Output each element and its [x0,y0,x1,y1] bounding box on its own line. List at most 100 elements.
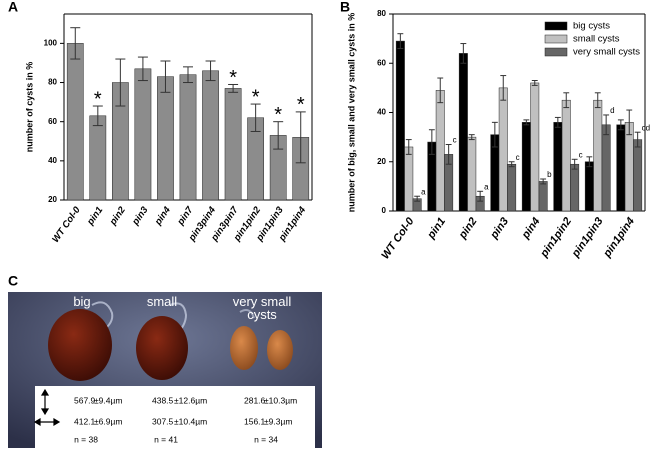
y-tick-label: 100 [44,38,58,47]
annotation: * [229,67,237,89]
bar [601,124,611,212]
error-bar [405,139,412,155]
error-bar [500,75,507,101]
legend-label: small cysts [573,34,620,45]
bar [561,99,571,212]
photo-label: very small cysts [233,294,292,322]
measure-cell: 567.9 [74,395,96,405]
measure-cell: ±9.3µm [264,416,292,426]
annotation: cd [642,123,650,132]
sample-size: n = 38 [74,434,98,444]
bar [553,122,563,212]
error-bar [586,156,593,168]
measure-table [35,386,315,448]
y-axis-label: number of cysts in % [24,62,34,153]
error-bar [273,121,284,150]
measure-cell: 307.5 [152,416,174,426]
x-tick-label: WT Col-0 [50,204,83,245]
measure-cell: ±12.6µm [174,395,207,405]
bar [404,146,414,212]
error-bar [397,33,404,49]
bar [538,181,548,212]
y-tick-label: 80 [377,9,386,18]
error-bar [70,27,81,60]
y-tick-label: 40 [377,108,386,117]
measure-cell: 281.6 [244,395,266,405]
annotation: * [252,86,260,108]
measure-cell: ±10.3µm [264,395,297,405]
bar [507,163,517,212]
error-bar [205,60,216,82]
y-tick-label: 40 [48,156,57,165]
error-bar [445,144,452,165]
legend-label: big cysts [573,21,610,32]
error-bar [228,83,239,93]
error-bar [563,92,570,109]
x-tick-label: pin1 [85,205,106,228]
photo-label: small [147,294,177,309]
annotation: c [516,153,520,162]
y-tick-label: 60 [377,58,386,67]
error-bar [571,158,578,170]
bar [134,68,152,201]
bar [467,136,477,212]
cysts [48,301,293,381]
annotation: a [484,182,489,191]
bar [157,76,174,201]
annotation: a [421,187,426,196]
measure-cell: ±6.9µm [94,416,122,426]
error-bar [554,116,561,128]
measure-cell: ±9.4µm [94,395,122,405]
bar [633,139,643,212]
panel-label: C [8,273,18,289]
x-tick-label: pin1pin2 [538,216,574,261]
y-tick-label: 20 [48,195,57,204]
y-tick-label: 80 [48,78,57,87]
annotation: d [610,106,614,115]
error-bar [477,190,484,202]
error-bar [523,119,530,126]
error-bar [491,121,498,148]
bar [584,161,594,212]
annotation: c [579,150,583,159]
sample-size: n = 41 [154,434,178,444]
bar [521,122,531,212]
bar [224,88,242,201]
y-tick-label: 0 [382,206,387,215]
bar [435,90,445,212]
x-tick-label: pin3 [488,216,511,242]
x-tick-label: WT Col-0 [379,215,417,262]
error-bar [531,79,538,86]
annotation: c [453,136,457,145]
error-bar [634,131,641,148]
y-axis-label: number of big, small and very small cyst… [346,13,356,213]
measure-cell: ±10.4µm [174,416,207,426]
error-bar [115,58,126,107]
bar [179,74,197,201]
x-tick-label: pin7 [175,204,196,228]
x-tick-label: pin3 [130,204,151,228]
error-bar [626,109,633,136]
error-bar [460,43,467,64]
photo-label: big [73,294,90,309]
bar [395,40,405,212]
panel-label: B [340,0,350,15]
error-bar [594,92,601,109]
x-tick-label: pin2 [456,216,479,242]
error-bar [137,56,148,82]
legend-swatch [544,34,568,44]
error-bar [414,195,421,202]
annotation: * [297,94,305,116]
bar [66,43,84,201]
y-tick-label: 20 [377,157,386,166]
x-tick-label: pin1 [425,216,448,242]
bar [458,53,468,212]
x-tick-label: pin2 [107,204,128,228]
error-bar [508,161,515,168]
bar [89,115,107,201]
bar [616,124,626,212]
error-bar [250,103,261,132]
measure-cell: 412.1 [74,416,96,426]
y-tick-label: 60 [48,117,57,126]
